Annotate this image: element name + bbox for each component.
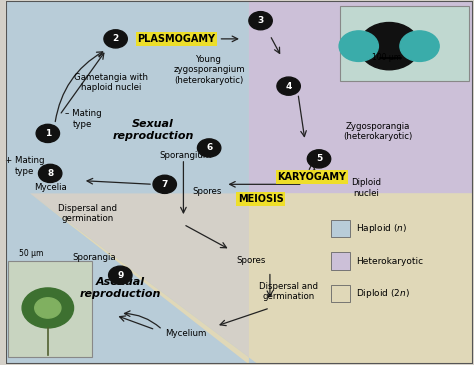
Circle shape xyxy=(153,175,176,193)
Text: Spores: Spores xyxy=(237,256,266,265)
Text: Sporangia: Sporangia xyxy=(73,253,117,262)
Circle shape xyxy=(38,164,62,182)
Bar xyxy=(340,6,469,81)
Text: 2: 2 xyxy=(112,34,119,43)
Text: 8: 8 xyxy=(47,169,53,178)
Text: – Mating
type: – Mating type xyxy=(64,109,101,128)
Text: Mycelium: Mycelium xyxy=(165,329,207,338)
Polygon shape xyxy=(6,1,258,364)
Bar xyxy=(331,252,350,270)
Text: 100 μm: 100 μm xyxy=(372,53,401,62)
Text: 3: 3 xyxy=(257,16,264,25)
Circle shape xyxy=(22,288,73,328)
Circle shape xyxy=(104,30,128,48)
Text: Sporangium: Sporangium xyxy=(160,151,212,160)
Circle shape xyxy=(400,31,439,61)
Text: Dispersal and
germination: Dispersal and germination xyxy=(259,282,318,301)
Circle shape xyxy=(249,12,272,30)
Text: 6: 6 xyxy=(206,143,212,153)
Text: Diploid ($2n$): Diploid ($2n$) xyxy=(356,287,410,300)
Circle shape xyxy=(36,124,60,142)
Circle shape xyxy=(339,31,378,61)
Text: 1: 1 xyxy=(45,129,51,138)
Circle shape xyxy=(277,77,301,95)
Text: Diploid
nuclei: Diploid nuclei xyxy=(351,178,381,198)
Text: MEIOSIS: MEIOSIS xyxy=(237,194,283,204)
Bar xyxy=(331,220,350,237)
Circle shape xyxy=(109,266,132,284)
Text: Zygosporangia
(heterokaryotic): Zygosporangia (heterokaryotic) xyxy=(343,122,412,141)
Text: Haploid ($n$): Haploid ($n$) xyxy=(356,222,408,235)
Text: Dispersal and
germination: Dispersal and germination xyxy=(58,204,117,223)
Text: Asexual
reproduction: Asexual reproduction xyxy=(80,277,161,299)
Circle shape xyxy=(359,23,419,70)
Text: PLASMOGAMY: PLASMOGAMY xyxy=(137,34,215,44)
Text: Young
zygosporangium
(heterokaryotic): Young zygosporangium (heterokaryotic) xyxy=(173,55,245,85)
Polygon shape xyxy=(30,193,474,364)
Text: Sexual
reproduction: Sexual reproduction xyxy=(112,119,194,141)
Text: 50 μm: 50 μm xyxy=(19,249,44,258)
Text: 9: 9 xyxy=(117,271,124,280)
Circle shape xyxy=(307,150,331,168)
Text: 7: 7 xyxy=(162,180,168,189)
Text: Heterokaryotic: Heterokaryotic xyxy=(356,257,424,266)
Text: + Mating
type: + Mating type xyxy=(5,157,44,176)
Circle shape xyxy=(35,298,61,318)
Bar xyxy=(331,285,350,303)
Bar xyxy=(8,261,92,357)
Text: Mycelia: Mycelia xyxy=(34,184,66,192)
Text: Spores: Spores xyxy=(192,187,221,196)
Polygon shape xyxy=(249,1,474,193)
Text: Gametangia with
haploid nuclei: Gametangia with haploid nuclei xyxy=(74,73,148,92)
Circle shape xyxy=(198,139,221,157)
Text: KARYOGAMY: KARYOGAMY xyxy=(277,172,346,182)
Text: 5: 5 xyxy=(316,154,322,164)
Text: 4: 4 xyxy=(285,82,292,91)
